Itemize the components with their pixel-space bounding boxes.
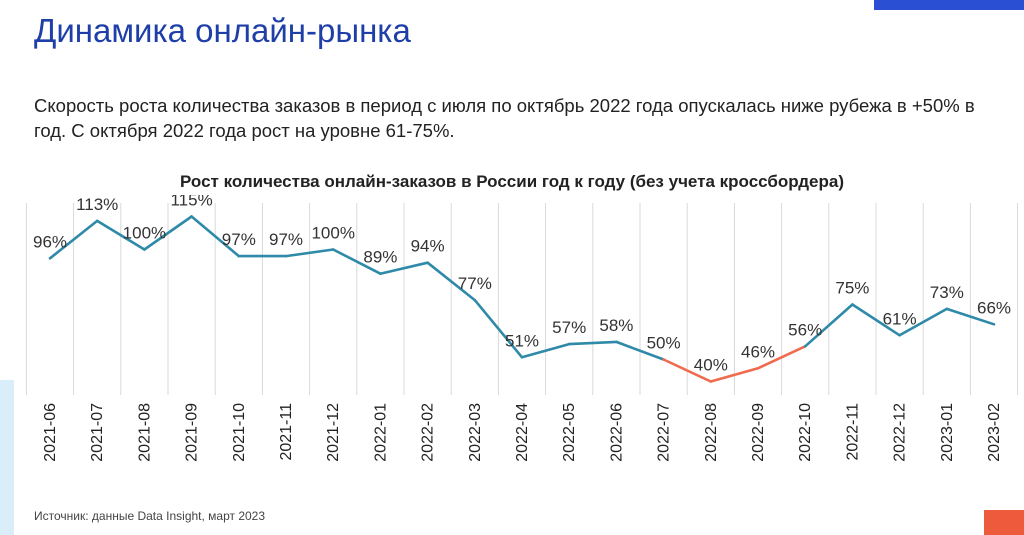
x-tick-label: 2021-07 [89,403,106,462]
data-label: 94% [411,237,445,256]
x-tick-label: 2022-12 [892,403,909,462]
line-segment-highlight [662,358,713,383]
data-label: 58% [599,316,633,335]
data-label: 40% [694,356,728,375]
data-label: 73% [930,283,964,302]
line-segment [803,303,854,348]
x-tick-label: 2023-01 [939,403,956,462]
top-accent-bar [874,0,1024,10]
left-accent-bar [0,380,14,535]
x-tick-label: 2021-12 [325,403,342,462]
line-segment [426,261,477,302]
data-label: 50% [647,334,681,353]
x-tick-label: 2022-09 [750,403,767,462]
x-tick-label: 2022-08 [703,403,720,462]
line-segment [95,219,146,251]
data-label: 97% [269,230,303,249]
line-segment-highlight [709,367,760,383]
x-tick-label: 2022-03 [467,403,484,462]
data-label: 75% [835,279,869,298]
x-tick-label: 2021-10 [231,403,248,462]
x-tick-label: 2021-09 [184,403,201,462]
x-tick-label: 2023-02 [986,403,1003,462]
data-label: 57% [552,318,586,337]
line-segment-highlight [756,345,807,370]
data-label: 115% [170,195,212,210]
line-chart: 96% 2021-06 113% 2021-07 100% 2021-08 115% 2021… [25,195,1019,462]
line-segment [520,342,571,359]
data-label: 96% [33,232,67,251]
line-segment [143,215,193,251]
data-label: 66% [977,298,1011,317]
x-tick-label: 2022-06 [608,403,625,462]
data-label: 100% [123,224,166,243]
line-segment [379,261,429,275]
data-label: 89% [363,248,397,267]
page-subtitle: Скорость роста количества заказов в пери… [34,95,975,141]
data-label: 97% [222,230,256,249]
line-segment [567,340,618,346]
data-label: 77% [458,274,492,293]
line-segment [331,248,382,275]
line-segment [190,215,241,258]
line-segment [945,307,996,326]
x-tick-label: 2021-06 [42,403,59,462]
x-tick-label: 2022-07 [656,403,673,462]
x-tick-label: 2021-08 [136,403,153,462]
line-segment [851,303,901,337]
x-tick-label: 2021-11 [278,403,295,461]
line-segment [48,219,99,260]
line-segment [284,248,335,258]
page-title: Динамика онлайн-рынка [34,12,411,49]
data-label: 113% [76,195,118,214]
chart-title: Рост количества онлайн-заказов в России … [180,172,844,191]
bottom-accent-block [984,510,1024,535]
x-tick-label: 2022-04 [514,403,531,462]
data-label: 100% [311,224,354,243]
x-tick-label: 2022-01 [372,403,389,462]
data-label: 51% [505,331,539,350]
data-label: 61% [883,309,917,328]
x-tick-label: 2022-10 [797,403,814,462]
source-note: Источник: данные Data Insight, март 2023 [34,509,266,523]
data-label: 56% [788,320,822,339]
line-segment [615,340,665,361]
line-segment [898,307,949,337]
x-tick-label: 2022-02 [420,403,437,462]
line-segment [473,298,524,359]
data-label: 46% [741,342,775,361]
x-tick-label: 2022-11 [844,403,861,461]
x-tick-label: 2022-05 [561,403,578,462]
